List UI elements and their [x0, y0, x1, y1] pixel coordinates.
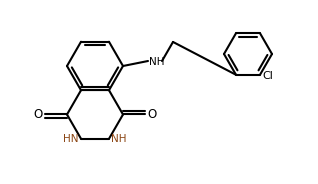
Text: O: O	[147, 108, 156, 121]
Text: HN: HN	[64, 134, 79, 144]
Text: NH: NH	[111, 134, 127, 144]
Text: Cl: Cl	[262, 71, 273, 81]
Text: NH: NH	[149, 57, 164, 67]
Text: O: O	[34, 108, 43, 121]
